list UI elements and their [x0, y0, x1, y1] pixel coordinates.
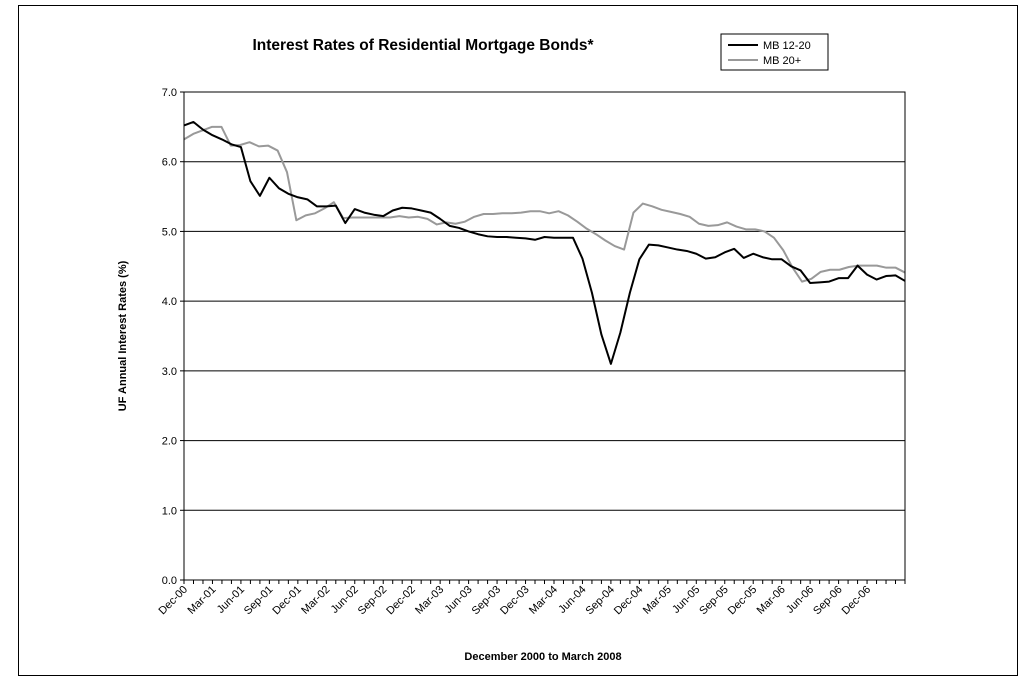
y-axis-ticks: 0.0 1.0 2.0 3.0 4.0 5.0 6.0 7.0	[162, 87, 184, 587]
x-tick-label: Sep-06	[811, 584, 845, 618]
y-tick-label: 6.0	[162, 157, 177, 169]
legend-label-mb-12-20: MB 12-20	[763, 40, 811, 52]
legend: MB 12-20 MB 20+	[720, 33, 829, 71]
plot-area	[183, 91, 906, 581]
x-tick-label: Jun-05	[670, 584, 702, 616]
series-line-mb-12-20	[183, 120, 906, 365]
chart-frame	[18, 5, 1018, 676]
y-tick-label: 5.0	[162, 226, 177, 238]
x-tick-label: Mar-05	[641, 584, 674, 617]
legend-label-mb-20-plus: MB 20+	[763, 55, 801, 67]
series-line-mb-20	[183, 125, 906, 283]
x-tick-label: Dec-06	[840, 584, 874, 618]
x-tick-label: Mar-03	[413, 584, 446, 617]
x-tick-label: Dec-01	[270, 584, 304, 618]
x-tick-label: Jun-03	[442, 584, 474, 616]
x-tick-label: Jun-02	[329, 584, 361, 616]
x-tick-label: Sep-02	[356, 584, 390, 618]
y-tick-label: 7.0	[162, 87, 177, 99]
series-lines	[183, 120, 906, 365]
x-axis-ticks: Dec-00Mar-01Jun-01Sep-01Dec-01Mar-02Jun-…	[157, 580, 906, 618]
y-tick-label: 4.0	[162, 296, 177, 308]
x-axis-title: December 2000 to March 2008	[464, 651, 621, 663]
x-tick-label: Mar-06	[755, 584, 788, 617]
y-tick-label: 3.0	[162, 366, 177, 378]
x-tick-label: Sep-05	[697, 584, 731, 618]
y-tick-label: 1.0	[162, 505, 177, 517]
x-tick-label: Mar-01	[185, 584, 218, 617]
x-tick-label: Jun-01	[215, 584, 247, 616]
x-tick-label: Sep-04	[583, 584, 617, 618]
x-tick-label: Dec-04	[612, 584, 646, 618]
gridlines	[184, 91, 905, 581]
y-tick-label: 2.0	[162, 436, 177, 448]
chart-title: Interest Rates of Residential Mortgage B…	[252, 37, 594, 54]
x-tick-label: Jun-06	[784, 584, 816, 616]
x-tick-label: Sep-03	[470, 584, 504, 618]
x-tick-label: Mar-02	[299, 584, 332, 617]
x-tick-label: Dec-00	[157, 584, 191, 618]
x-tick-label: Sep-01	[242, 584, 276, 618]
x-tick-label: Jun-04	[556, 584, 588, 616]
x-tick-label: Dec-02	[384, 584, 418, 618]
y-tick-label: 0.0	[162, 575, 177, 587]
x-tick-label: Dec-05	[726, 584, 760, 618]
x-tick-label: Dec-03	[498, 584, 532, 618]
legend-box	[720, 33, 829, 71]
x-tick-label: Mar-04	[527, 584, 560, 617]
y-axis-title: UF Annual Interest Rates (%)	[117, 260, 129, 411]
